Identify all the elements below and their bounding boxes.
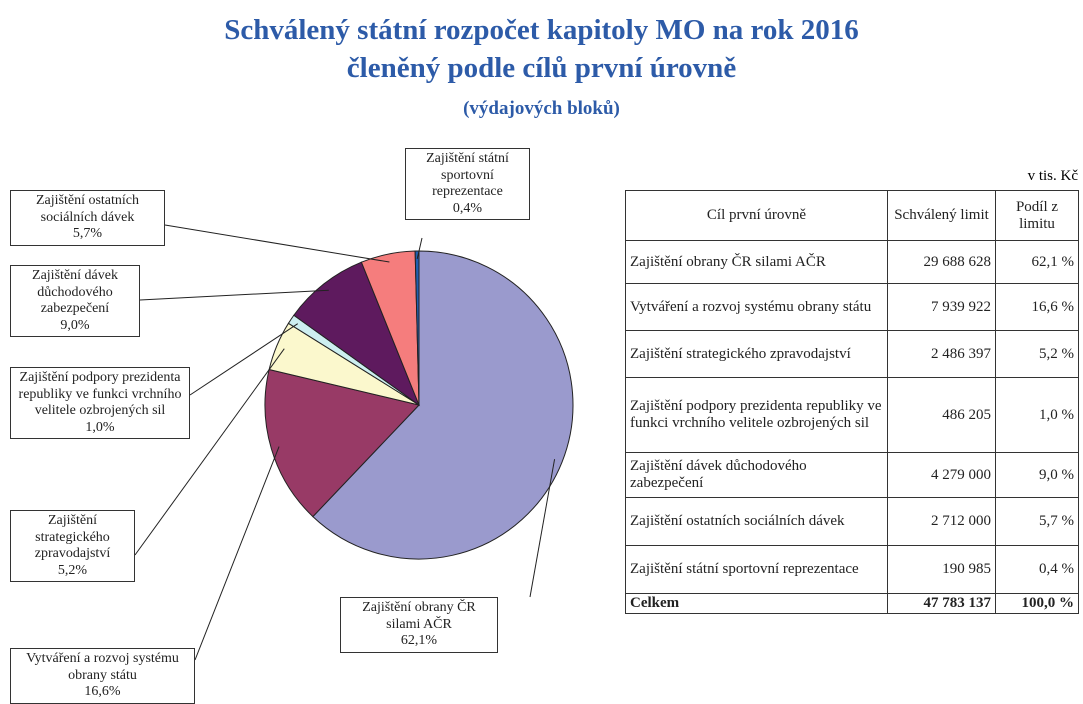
chart-note: (výdajových bloků): [463, 98, 620, 119]
table-row: Zajištění podpory prezidenta republiky v…: [625, 377, 1079, 453]
table-cell: 190 985: [887, 545, 996, 594]
slice-label-value: 5,2%: [57, 562, 88, 578]
table-cell: 486 205: [887, 377, 996, 453]
table-cell: Zajištění dávek důchodového zabezpečení: [625, 452, 888, 498]
table-cell: 7 939 922: [887, 283, 996, 331]
table-row: Zajištění dávek důchodového zabezpečení 4…: [625, 452, 1079, 498]
table-cell: 5,7 %: [995, 497, 1079, 546]
slice-label-value: 5,7%: [72, 226, 103, 242]
budget-table: Cíl první úrovně Schválený limit Podíl z l…: [625, 190, 1079, 614]
table-cell: Zajištění ostatních sociálních dávek: [625, 497, 888, 546]
slices: [264, 250, 574, 560]
leader-line: [139, 289, 329, 301]
slice-label-name: Zajištění dávek důchodového zabezpečení: [32, 268, 118, 317]
header-cell: Podíl z limitu: [995, 190, 1079, 241]
header-cell: Cíl první úrovně: [625, 190, 888, 241]
chart-title: Schválený státní rozpočet kapitoly MO na…: [224, 14, 859, 46]
pie-slice: [293, 261, 421, 407]
table-cell: 1,0 %: [995, 377, 1079, 453]
table-row: Zajištění strategického zpravodajství 2 4…: [625, 330, 1079, 378]
slice-label-value: 1,0%: [85, 419, 115, 435]
leader-line: [529, 459, 556, 598]
table-row: Zajištění státní sportovní reprezentace 1…: [625, 545, 1079, 594]
total-cell: Celkem: [625, 593, 888, 614]
pie-slice: [312, 250, 574, 560]
slice-label: Vytváření a rozvoj systému obrany státu 1…: [10, 648, 195, 704]
table-row: Zajištění obrany ČR silami AČR 29 688 628…: [625, 240, 1079, 284]
table-cell: 2 486 397: [887, 330, 996, 378]
slice-label: Zajištění strategického zpravodajství 5,2…: [10, 510, 135, 583]
table-cell: Zajištění obrany ČR silami AČR: [625, 240, 888, 284]
leader-line: [189, 323, 299, 396]
table-cell: Zajištění státní sportovní reprezentace: [625, 545, 888, 594]
pie-chart: [134, 224, 574, 661]
slice-label-name: Vytváření a rozvoj systému obrany státu: [26, 651, 179, 683]
table-cell: 4 279 000: [887, 452, 996, 498]
table-cell: 2 712 000: [887, 497, 996, 546]
table-cell: 16,6 %: [995, 283, 1079, 331]
total-cell: 100,0 %: [995, 593, 1079, 614]
slice-label-name: Zajištění ostatních sociálních dávek: [35, 193, 140, 225]
slice-label-value: 62,1%: [400, 633, 438, 649]
slice-label-value: 16,6%: [84, 684, 121, 700]
total-row: Celkem 47 783 137 100,0 %: [625, 593, 1079, 614]
pie-slice: [264, 368, 420, 518]
total-cell: 47 783 137: [887, 593, 996, 614]
table-cell: 0,4 %: [995, 545, 1079, 594]
slice-label-name: Zajištění státní sportovní reprezentace: [426, 151, 509, 200]
slice-label-name: Zajištění podpory prezidenta republiky v…: [18, 370, 182, 419]
table-cell: 9,0 %: [995, 452, 1079, 498]
slice-label: Zajištění státní sportovní reprezentace 0…: [405, 148, 530, 221]
header-cell: Schválený limit: [887, 190, 996, 241]
table-unit: v tis. Kč: [1027, 168, 1078, 184]
table-cell: Zajištění strategického zpravodajství: [625, 330, 888, 378]
leader-line: [134, 348, 285, 556]
table-row: Vytváření a rozvoj systému obrany státu 7…: [625, 283, 1079, 331]
slice-label: Zajištění podpory prezidenta republiky v…: [10, 367, 190, 440]
header-row: Cíl první úrovně Schválený limit Podíl z l…: [625, 190, 1079, 241]
table-cell: Zajištění podpory prezidenta republiky v…: [625, 377, 888, 453]
table-cell: 5,2 %: [995, 330, 1079, 378]
slice-label-value: 0,4%: [452, 200, 483, 216]
slice-label-value: 9,0%: [60, 317, 90, 333]
table-cell: 29 688 628: [887, 240, 996, 284]
slice-label-name: Zajištění strategického zpravodajství: [34, 513, 111, 562]
chart-subtitle: členěný podle cílů první úrovně: [346, 52, 737, 84]
table-cell: Vytváření a rozvoj systému obrany státu: [625, 283, 888, 331]
page: {"chart_data": {"type": "pie", "title": …: [10, 14, 1079, 704]
slice-label: Zajištění obrany ČR silami AČR 62,1%: [340, 597, 498, 653]
leader-line: [416, 237, 423, 260]
leader-line: [194, 446, 280, 661]
slice-label: Zajištění dávek důchodového zabezpečení 9…: [10, 265, 140, 338]
table-cell: 62,1 %: [995, 240, 1079, 284]
leader-line: [164, 224, 390, 263]
table-row: Zajištění ostatních sociálních dávek 2 71…: [625, 497, 1079, 546]
slice-label: Zajištění ostatních sociálních dávek 5,7%: [10, 190, 165, 246]
slice-label-name: Zajištění obrany ČR silami AČR: [362, 600, 476, 632]
